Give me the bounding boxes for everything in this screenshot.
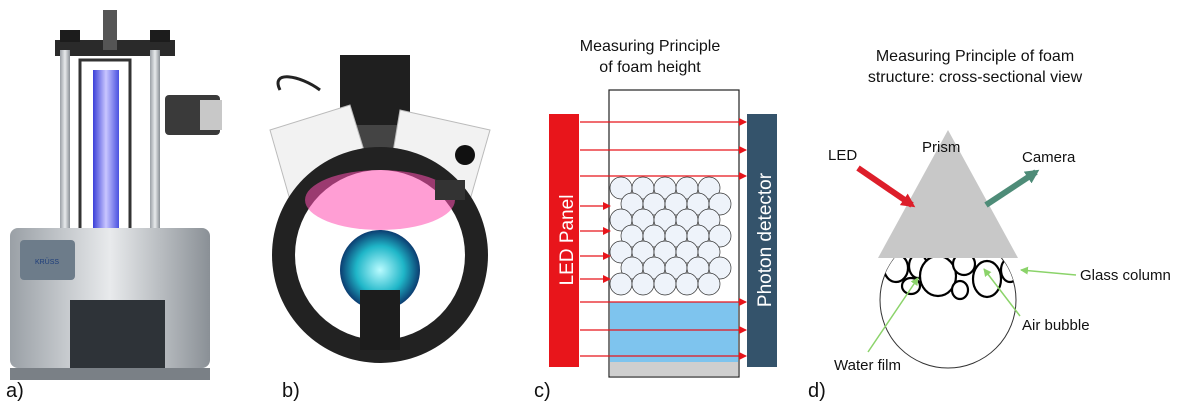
device-brand-text: KRÜSS	[35, 258, 59, 266]
foam-bubble	[697, 240, 721, 264]
foam-bubble	[653, 272, 677, 296]
photon-detector-text: Photon detector	[755, 172, 776, 307]
panel-c-label: c)	[534, 380, 551, 402]
prism	[878, 130, 1018, 258]
device-a-illustration: KRÜSS	[10, 10, 222, 380]
prism-label: Prism	[922, 139, 960, 156]
light-rays	[580, 118, 747, 360]
panel-c-title: Measuring Principle of foam height	[550, 36, 750, 78]
foam-bubble	[708, 192, 732, 216]
panel-c-title-line2: of foam height	[599, 59, 701, 76]
device-b-illustration	[269, 55, 491, 363]
liquid-layer	[610, 302, 738, 362]
foam-bubble	[697, 272, 721, 296]
glass-column-leader	[1020, 266, 1077, 276]
led-panel-text: LED Panel	[557, 195, 578, 286]
panel-a-label: a)	[6, 380, 24, 402]
foam-bubble	[675, 272, 699, 296]
panel-c: Measuring Principle of foam height LED P…	[520, 0, 800, 414]
led-arrow	[856, 165, 916, 208]
foam-bubble	[708, 224, 732, 248]
air-bubble-leader	[983, 268, 1021, 317]
panel-d-title: Measuring Principle of foam structure: c…	[830, 46, 1120, 88]
foam-bubbles	[609, 176, 732, 296]
led-panel	[549, 114, 579, 367]
panel-d: Measuring Principle of foam structure: c…	[800, 0, 1197, 414]
panel-c-title-line1: Measuring Principle	[579, 38, 721, 55]
air-bubble-label: Air bubble	[1022, 317, 1090, 334]
column-base	[610, 362, 738, 376]
camera-label: Camera	[1022, 149, 1076, 166]
glass-column-label: Glass column	[1080, 267, 1171, 284]
foam-height-diagram: LED Panel Photon detector	[549, 89, 777, 378]
foam-bubble	[609, 272, 633, 296]
camera-arrow	[984, 169, 1040, 208]
photon-detector	[747, 114, 777, 367]
panel-d-title-line1: Measuring Principle of foam	[875, 48, 1075, 65]
panel-b-label: b)	[282, 380, 300, 402]
water-film-leader	[867, 277, 919, 353]
panel-b: b)	[240, 0, 520, 414]
foam-structure-diagram: LED Prism Camera Glass column Air bubble…	[828, 130, 1171, 374]
led-label: LED	[828, 147, 857, 164]
foam-bubble	[631, 272, 655, 296]
panel-d-title-line2: structure: cross-sectional view	[867, 69, 1083, 86]
water-film-label: Water film	[834, 357, 901, 374]
foam-bubble	[697, 176, 721, 200]
panel-d-label: d)	[808, 380, 826, 402]
panel-a: KRÜSS a)	[0, 0, 240, 414]
foam-bubble	[697, 208, 721, 232]
foam-bubble	[708, 256, 732, 280]
